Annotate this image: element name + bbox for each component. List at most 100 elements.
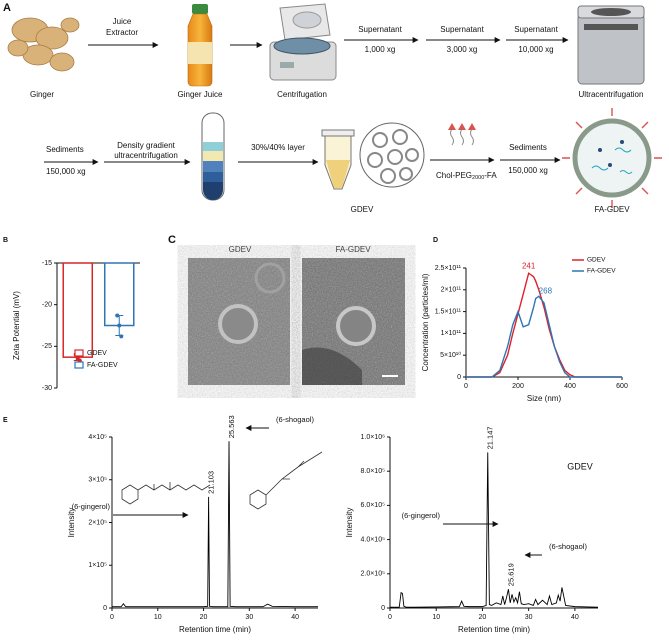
pellet <box>326 160 350 188</box>
y-tick-label: 5×10¹⁰ <box>440 351 461 359</box>
peak-name: (6-shogaol) <box>549 542 587 551</box>
y-tick-label: -30 <box>42 385 52 392</box>
data-point <box>115 313 120 318</box>
step-label: GDEV <box>351 205 374 214</box>
vesicle <box>399 167 413 181</box>
peak-label: 268 <box>539 287 553 296</box>
y-tick-label: 1.0×10⁶ <box>361 434 386 441</box>
reagent-part: Chol-PEG <box>436 171 472 180</box>
y-tick-label: 6.0×10⁵ <box>360 502 385 509</box>
x-tick-label: 200 <box>512 383 524 390</box>
step-label: Centrifugation <box>277 90 327 99</box>
rotor <box>273 37 331 55</box>
image-title: GDEV <box>229 245 252 254</box>
image-title: FA-GDEV <box>335 245 371 254</box>
y-tick-label: 1.5×10¹¹ <box>435 308 462 315</box>
cargo <box>620 140 624 144</box>
y-tick-label: -25 <box>42 343 52 350</box>
step-label: Ginger <box>30 90 54 99</box>
panel-label: A <box>3 2 11 14</box>
y-tick-label: 1×10¹¹ <box>441 330 462 337</box>
y-axis-label: Concentration (particles/ml) <box>421 273 430 371</box>
peak-label: 21.103 <box>207 471 216 494</box>
y-tick-label: 1×10⁵ <box>88 562 107 569</box>
band <box>203 151 223 161</box>
membrane <box>572 118 652 198</box>
reagent-part: -FA <box>484 171 497 180</box>
rna <box>591 147 633 174</box>
step-label: FA-GDEV <box>594 205 630 214</box>
arrow-label: 150,000 xg <box>46 167 86 176</box>
cargo <box>598 148 602 152</box>
folate <box>448 123 476 130</box>
x-axis-label: Retention time (min) <box>458 625 530 634</box>
series-line <box>112 441 318 608</box>
x-tick-label: 0 <box>464 383 468 390</box>
y-tick-label: 4×10⁵ <box>88 434 107 441</box>
rhizome <box>60 17 80 33</box>
y-axis-label: Intensity <box>67 508 76 538</box>
y-tick-label: -15 <box>42 260 52 267</box>
centrifuge-icon <box>269 3 337 81</box>
ligand <box>562 108 662 208</box>
arrow-label: Supernatant <box>514 25 558 34</box>
ultracentrifuge-icon <box>577 5 645 85</box>
rhizome <box>49 52 75 72</box>
arrow-label: Supernatant <box>358 25 402 34</box>
x-tick-label: 0 <box>388 614 392 621</box>
x-tick-label: 10 <box>432 614 440 621</box>
arrow-label: Juice <box>113 17 132 26</box>
x-tick-label: 10 <box>154 614 162 621</box>
cap <box>192 4 208 14</box>
peak-label: 21.147 <box>486 426 495 449</box>
y-tick-label: 2.0×10⁵ <box>360 571 385 578</box>
legend-label: GDEV <box>587 257 606 264</box>
panel-label: D <box>433 237 438 244</box>
y-tick-label: 0 <box>457 374 461 381</box>
bottle-icon <box>187 4 213 87</box>
peak-name: (6-gingerol) <box>402 511 441 520</box>
legend-label: FA-GDEV <box>87 362 118 369</box>
panel <box>584 24 638 30</box>
series-line <box>466 272 622 378</box>
x-tick-label: 40 <box>571 614 579 621</box>
gingerol-structure <box>121 482 211 505</box>
legend-swatch <box>74 349 84 357</box>
step-label: Ginger Juice <box>178 90 223 99</box>
x-axis-label: Retention time (min) <box>179 625 251 634</box>
chem-structures <box>121 451 323 510</box>
vesicle-zoom <box>359 122 425 188</box>
chart: 0 2.0×10⁵ 4.0×10⁵ 6.0×10⁵ 8.0×10⁵ 1.0×10⁶ 0 10 2… <box>345 426 599 634</box>
x-tick-label: 40 <box>291 614 299 621</box>
x-tick-label: 400 <box>564 383 576 390</box>
arrow-label: 1,000 xg <box>365 45 396 54</box>
gradient-tube-icon <box>201 112 225 201</box>
y-tick-label: 2×10¹¹ <box>441 287 462 294</box>
arrow-label: 10,000 xg <box>518 45 553 54</box>
opening <box>591 8 631 16</box>
arrow-label: Extractor <box>106 28 138 37</box>
x-tick-label: 20 <box>479 614 487 621</box>
y-tick-label: 4.0×10⁵ <box>360 536 385 543</box>
lid-window <box>292 11 322 29</box>
dark-region <box>302 347 362 385</box>
peak-name: (6-gingerol) <box>72 502 111 511</box>
shogaol-structure <box>249 451 323 510</box>
x-tick-label: 30 <box>525 614 533 621</box>
peak-label: 241 <box>522 261 536 270</box>
arrow-label: 30%/40% layer <box>251 143 305 152</box>
reagent-icon <box>448 123 476 146</box>
step-label: Ultracentrifugation <box>579 90 644 99</box>
fa-gdev-icon <box>562 108 662 208</box>
y-tick-label: 0 <box>103 605 107 612</box>
peak-name: (6-shogaol) <box>276 415 314 424</box>
eppendorf-icon <box>321 129 355 190</box>
x-tick-label: 30 <box>245 614 253 621</box>
band <box>203 161 223 172</box>
data-point <box>119 334 124 339</box>
arrow-label: Supernatant <box>440 25 484 34</box>
legend-label: GDEV <box>87 350 107 357</box>
panel-label: E <box>3 417 8 424</box>
panel-label: C <box>168 234 176 246</box>
tem-image <box>188 258 290 385</box>
